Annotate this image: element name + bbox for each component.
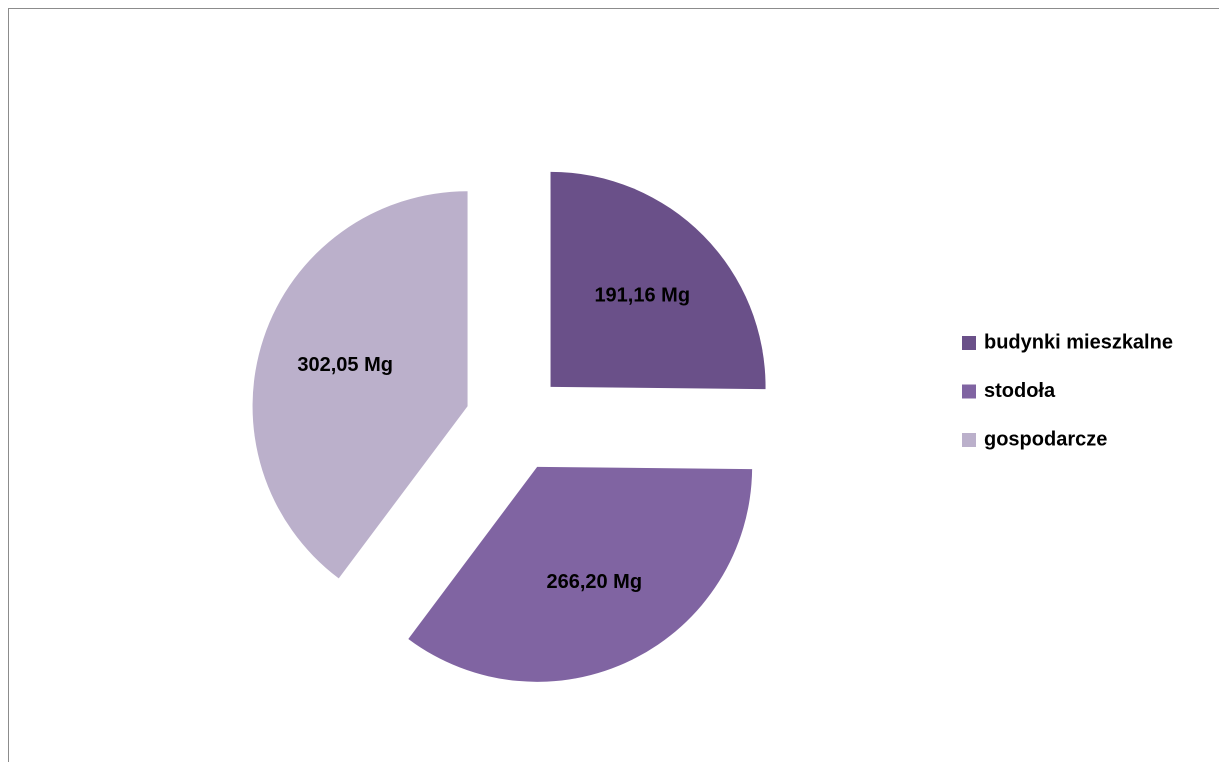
legend-label: budynki mieszkalne <box>984 331 1173 353</box>
legend-label: stodoła <box>984 380 1056 402</box>
legend-swatch <box>962 433 976 447</box>
data-label: 302,05 Mg <box>297 354 393 376</box>
legend-swatch <box>962 384 976 399</box>
pie-slice <box>550 171 766 390</box>
pie-slice <box>252 191 468 579</box>
legend-label: gospodarcze <box>984 428 1107 450</box>
pie-slice <box>408 466 753 682</box>
data-label: 191,16 Mg <box>594 284 690 306</box>
data-label: 266,20 Mg <box>546 571 642 593</box>
legend-swatch <box>962 336 976 350</box>
